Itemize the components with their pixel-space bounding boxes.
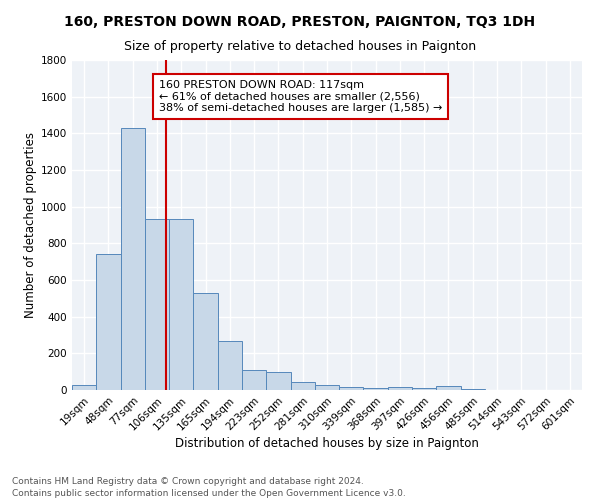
Bar xyxy=(72,386,96,390)
Bar xyxy=(412,388,436,390)
Bar xyxy=(193,293,218,390)
Bar xyxy=(121,128,145,390)
Bar xyxy=(96,254,121,390)
Text: Size of property relative to detached houses in Paignton: Size of property relative to detached ho… xyxy=(124,40,476,53)
Bar xyxy=(145,218,169,390)
Bar xyxy=(315,386,339,390)
Text: Contains HM Land Registry data © Crown copyright and database right 2024.
Contai: Contains HM Land Registry data © Crown c… xyxy=(12,476,406,498)
Bar xyxy=(242,370,266,390)
Bar xyxy=(339,387,364,390)
Bar xyxy=(218,340,242,390)
X-axis label: Distribution of detached houses by size in Paignton: Distribution of detached houses by size … xyxy=(175,438,479,450)
Text: 160 PRESTON DOWN ROAD: 117sqm
← 61% of detached houses are smaller (2,556)
38% o: 160 PRESTON DOWN ROAD: 117sqm ← 61% of d… xyxy=(159,80,442,113)
Bar xyxy=(364,388,388,390)
Bar xyxy=(169,218,193,390)
Bar xyxy=(461,389,485,390)
Bar xyxy=(436,386,461,390)
Bar xyxy=(388,387,412,390)
Bar xyxy=(266,372,290,390)
Text: 160, PRESTON DOWN ROAD, PRESTON, PAIGNTON, TQ3 1DH: 160, PRESTON DOWN ROAD, PRESTON, PAIGNTO… xyxy=(64,15,536,29)
Y-axis label: Number of detached properties: Number of detached properties xyxy=(24,132,37,318)
Bar xyxy=(290,382,315,390)
